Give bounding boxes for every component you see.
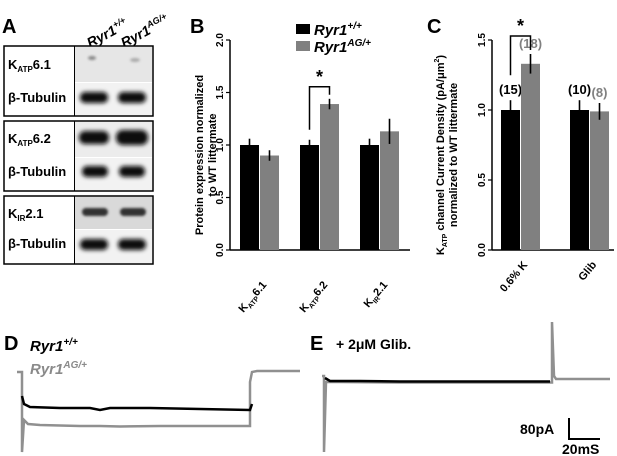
n-label: (8) [592,85,608,100]
chart-b-category-katp62: KATP6.2 [297,279,331,316]
blot-strip [75,47,152,82]
bar-ag-2 [380,131,399,250]
y-tick-label: 1.5 [477,33,488,47]
trace-e-wt [324,376,550,383]
y-tick-label: 1.0 [477,103,488,117]
significance-star: * [517,16,524,36]
y-tick-label: 0.5 [477,173,488,187]
chart-c-ylabel-line1: KATP channel Current Density (pA/μm2) [434,55,449,256]
panel-e-label: E [310,333,323,355]
chart-c-category-1: Glib [576,259,599,283]
chart-c-ylabel-line2: normalized to WT littermate [448,83,460,227]
bar-ag-1 [320,104,339,250]
chart-b-category-kir21: KIR2.1 [362,279,392,311]
blot-band [79,131,109,144]
significance-star: * [316,67,323,87]
y-tick-label: 2.0 [215,33,226,47]
bar-wt-0 [240,145,259,250]
chart-b-category-labels: KATP6.1 KATP6.2 KIR2.1 [236,279,391,316]
scale-bar-y-label: 80pA [520,421,554,437]
blot-band [82,166,108,177]
blot-band [82,208,108,216]
western-blot-panel: KATP6.1 β-Tubulin KATP6.2 β-Tubulin KIR2… [3,45,154,265]
panel-d-label: D [4,333,18,355]
blot-band [120,208,146,216]
trace-d-wt [20,395,254,412]
scale-bar: 80pA 20mS [520,418,600,456]
chart-b-ylabel-line1: Protein expression normalized [194,75,206,235]
chart-b-legend: Ryr1+/+ Ryr1AG/+ [296,21,371,56]
n-label: (15) [499,82,522,97]
trace-e [322,321,610,453]
y-tick-label: 0.0 [215,243,226,257]
scale-bar-x-label: 20mS [562,441,599,456]
blot-band [80,239,108,250]
bar-ag-0 [521,63,540,250]
legend-swatch-ag [296,41,310,51]
blot-label-tubulin: β-Tubulin [8,236,66,251]
legend-label-wt: Ryr1+/+ [314,21,362,39]
chart-c: 0.00.51.01.5(15)(18)(10) (8)* [477,16,614,257]
blot-label-tubulin: β-Tubulin [8,164,66,179]
blot-label-kir21: KIR2.1 [8,206,43,223]
blot-label-tubulin: β-Tubulin [8,90,66,105]
bar-ag-1 [590,111,609,251]
blot-band [88,56,96,60]
chart-b-category-katp61: KATP6.1 [236,279,270,316]
legend-swatch-wt [296,24,310,34]
bar-wt-0 [501,110,520,250]
panel-a-label: A [2,16,16,38]
trace-e-annotation: + 2μM Glib. [336,336,411,352]
bar-wt-1 [300,145,319,250]
significance-bracket [509,35,532,76]
chart-c-ylabel: KATP channel Current Density (pA/μm2) no… [434,55,460,256]
blot-band [118,239,146,250]
panel-c-label: C [427,16,441,38]
lane-label-ryr1-ag: Ryr1AG/+ [117,11,172,51]
blot-band [116,130,148,145]
chart-b-ylabel-line2: to WT littermate [207,113,219,196]
blot-band [119,166,145,177]
blot-band [80,92,108,103]
n-label: (10) [568,82,591,97]
y-tick-label: 1.5 [215,85,226,99]
chart-c-category-labels: 0.6% K Glib [498,259,600,295]
y-tick-label: 0.0 [477,243,488,257]
panel-b-label: B [190,16,204,38]
bar-wt-2 [360,145,379,250]
blot-band [130,58,140,62]
significance-bracket [308,86,331,130]
y-tick-label: 1.0 [215,138,226,152]
chart-b: 0.0 0.5 1.0 1.5 2.0 * [215,33,410,257]
trace-d [17,369,300,453]
y-tick-label: 0.5 [215,190,226,204]
blot-band [118,92,146,103]
trace-legend-ag: Ryr1AG/+ [30,360,87,378]
chart-c-category-0: 0.6% K [498,259,530,294]
chart-b-ylabel: Protein expression normalized to WT litt… [194,75,219,235]
bar-wt-1 [570,110,589,250]
legend-label-ag: Ryr1AG/+ [314,38,371,56]
bar-ag-0 [260,155,279,250]
trace-legend-wt: Ryr1+/+ [30,337,78,355]
trace-d-ag [17,369,300,453]
